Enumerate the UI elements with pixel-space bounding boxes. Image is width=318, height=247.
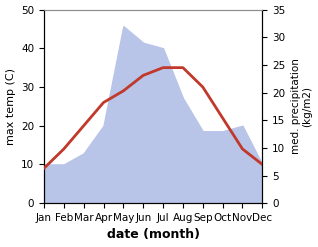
Y-axis label: med. precipitation
(kg/m2): med. precipitation (kg/m2) <box>291 59 313 154</box>
Y-axis label: max temp (C): max temp (C) <box>5 68 16 145</box>
X-axis label: date (month): date (month) <box>107 228 200 242</box>
